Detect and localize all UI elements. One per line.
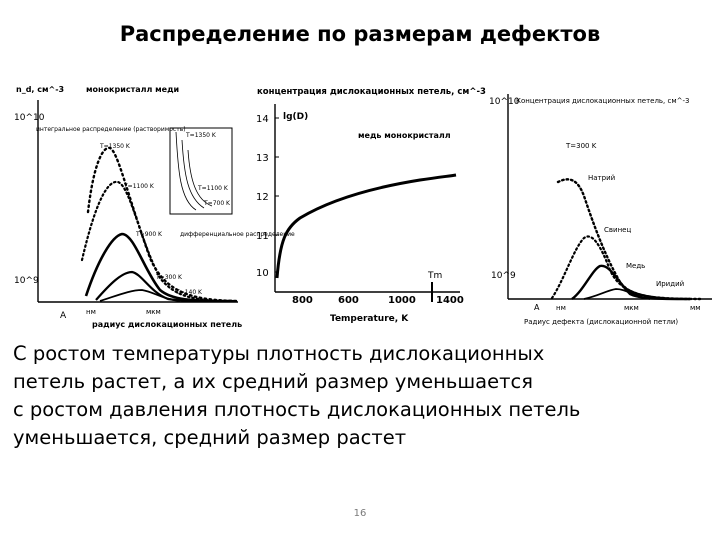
fig2-tm-label: Tm [427, 271, 442, 281]
fig1-x-unit: мкм [146, 308, 161, 316]
fig1-x-axis-label: радиус дислокационных петель [92, 320, 242, 329]
fig3-header: Концентрация дислокационных петель, см^-… [516, 97, 690, 105]
fig1-curve-label: T=140 K [175, 289, 203, 296]
body-line: С ростом температуры плотность дислокаци… [13, 342, 545, 365]
fig2-y-tick-label: 12 [256, 192, 269, 203]
body-line: с ростом давления плотность дислокационн… [13, 398, 581, 421]
fig2-curve [275, 173, 457, 279]
fig3-curve-label: Иридий [656, 280, 684, 288]
fig1-inset-curve [187, 149, 213, 207]
fig3-y-tick-top: 10^10 [489, 97, 520, 107]
slide-title: Распределение по размерам дефектов [119, 22, 601, 46]
fig3-curve-copper [571, 264, 691, 301]
body-line: петель растет, а их средний размер умень… [13, 370, 533, 393]
fig1-inset-curve [181, 139, 205, 209]
fig1-title: монокристалл меди [86, 85, 179, 94]
fig1-y-tick-top: 10^10 [14, 113, 45, 123]
fig1-inset-label: T=700 K [203, 200, 231, 207]
fig1-curve-1100 [80, 180, 238, 303]
fig2-y-tick-label: 11 [256, 231, 269, 242]
page-number: 16 [353, 508, 367, 519]
fig1-note-inset: дифференциальное распределение [180, 231, 295, 238]
body-text: С ростом температуры плотность дислокаци… [13, 340, 713, 452]
fig3-curve-label: Свинец [604, 226, 631, 234]
figure-2: концентрация дислокационных петель, см^-… [256, 87, 486, 324]
fig2-title: медь монокристалл [358, 131, 451, 140]
fig2-y-tick-label: 14 [256, 114, 269, 125]
fig2-x-tick-label: 600 [338, 295, 359, 306]
fig2-x-ticks: 800 600 1000 1400 [292, 295, 464, 306]
fig2-y-tick-label: 13 [256, 153, 269, 164]
fig1-inset-label: T=1100 K [197, 185, 229, 192]
fig1-curve-label: T=1100 K [123, 183, 155, 190]
fig2-x-axis-label: Temperature, K [330, 314, 409, 324]
fig3-curve-lead [550, 235, 692, 301]
fig3-curve-sodium [556, 178, 702, 301]
fig1-curve-140 [99, 289, 181, 302]
fig1-y-axis-label: n_d, см^-3 [16, 85, 64, 94]
fig3-x-axis-label: Радиус дефекта (дислокационной петли) [524, 318, 678, 326]
figure-3: 10^10 10^9 Концентрация дислокационных п… [489, 94, 712, 326]
fig1-inset-label: T=1350 K [185, 132, 217, 139]
fig1-curve-300 [95, 270, 221, 303]
fig3-curve-label: Натрий [588, 174, 615, 182]
fig3-x-unit: нм [556, 304, 566, 312]
fig2-y-axis-label: lg(D) [283, 112, 308, 122]
fig2-x-tick-label: 1400 [436, 295, 464, 306]
fig3-x-unit: мм [690, 304, 701, 312]
fig2-header: концентрация дислокационных петель, см^-… [257, 87, 486, 97]
fig1-curve-label: T=300 K [155, 274, 183, 281]
body-line: уменьшается, средний размер растет [13, 426, 407, 449]
fig3-curve-iridium [583, 288, 651, 300]
fig1-y-tick-bottom: 10^9 [14, 276, 39, 286]
fig2-x-tick-label: 1000 [388, 295, 416, 306]
fig3-curve-label: Медь [626, 262, 645, 270]
fig1-x-unit: нм [86, 308, 96, 316]
fig3-y-tick-bottom: 10^9 [491, 271, 516, 281]
figure-1: n_d, см^-3 10^10 10^9 монокристалл меди … [14, 85, 295, 329]
fig1-curve-1350 [86, 146, 238, 303]
fig1-note-left: интегральное распределение (растворимост… [36, 126, 186, 133]
fig1-curve-900 [84, 232, 233, 303]
fig1-curve-label: T=1350 K [99, 143, 131, 150]
fig3-x-unit: A [534, 303, 540, 312]
fig2-y-tick-label: 10 [256, 268, 269, 279]
fig2-x-tick-label: 800 [292, 295, 313, 306]
fig1-x-unit: A [60, 311, 67, 321]
fig1-inset-frame [169, 127, 233, 215]
fig2-y-ticks: 14 13 12 11 10 [256, 114, 279, 279]
fig3-x-unit: мкм [624, 304, 639, 312]
fig3-condition: T=300 K [565, 142, 597, 150]
fig1-curve-label: T=900 K [135, 231, 163, 238]
fig1-inset-curve [175, 131, 197, 211]
